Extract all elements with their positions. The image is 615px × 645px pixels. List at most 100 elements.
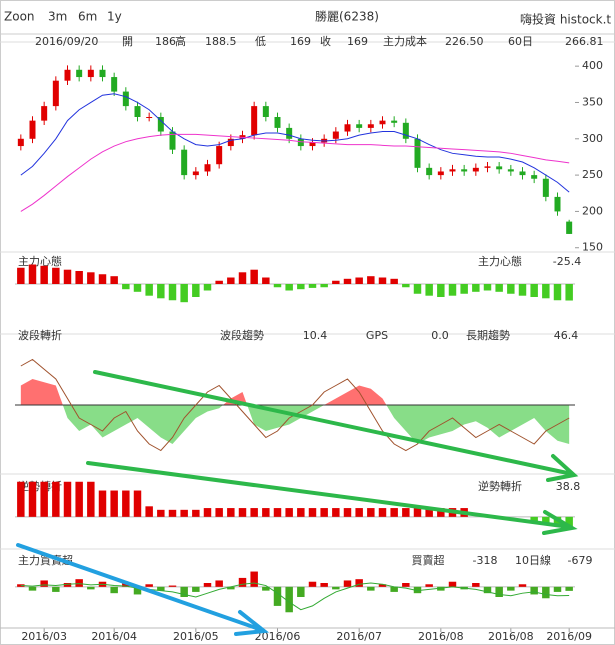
bar: [553, 586, 562, 592]
bar: [273, 508, 282, 517]
bar: [483, 586, 492, 594]
bar: [378, 508, 387, 517]
bar: [122, 583, 130, 587]
x-tick-label: 2016/05: [173, 630, 219, 643]
bar: [332, 280, 340, 284]
x-tick-label: 2016/07: [336, 630, 382, 643]
bar: [227, 508, 235, 517]
candle-body: [157, 117, 164, 132]
bar: [413, 586, 422, 594]
range-button[interactable]: 3m: [48, 10, 67, 24]
candle-body: [542, 178, 549, 197]
candle-body: [52, 80, 59, 107]
bar: [75, 481, 83, 517]
candle-body: [391, 120, 398, 123]
bar: [28, 481, 37, 517]
bar: [157, 509, 165, 517]
candle-body: [414, 138, 421, 168]
candle-body: [531, 175, 538, 179]
legend-value: 266.81: [565, 35, 604, 48]
bar: [145, 506, 153, 517]
x-tick-label: 2016/04: [91, 630, 137, 643]
bar: [168, 284, 177, 301]
bar: [472, 583, 480, 587]
zoom-label: Zoon: [4, 10, 35, 24]
candle-body: [344, 124, 351, 132]
candle-body: [87, 69, 94, 78]
bar: [565, 284, 573, 301]
bar: [63, 583, 72, 587]
bar: [168, 585, 177, 587]
candle-body: [461, 169, 468, 172]
bar: [367, 276, 375, 284]
bar: [460, 284, 468, 294]
bar: [542, 586, 550, 599]
bar: [133, 490, 142, 517]
candle-body: [286, 127, 293, 139]
annotation-arrow: [16, 543, 270, 636]
x-tick-label: 2016/09: [546, 630, 592, 643]
candle-body: [519, 171, 526, 176]
series-line: [20, 582, 570, 611]
bar: [308, 508, 317, 517]
bar: [98, 274, 107, 284]
stock-name: 勝麗(6238): [315, 9, 379, 24]
annotations: [16, 370, 579, 636]
panel-label: 0.0: [431, 329, 449, 342]
bar: [355, 579, 363, 587]
bar: [507, 284, 515, 294]
bar: [530, 284, 538, 297]
bar: [332, 586, 340, 590]
bar: [215, 580, 223, 587]
bar: [157, 284, 165, 299]
candle-body: [227, 138, 234, 147]
candle-body: [297, 138, 304, 147]
bar: [52, 586, 60, 592]
panel-title: 主力買賣超: [18, 553, 73, 567]
bar: [297, 508, 305, 517]
bar: [565, 516, 573, 528]
bar: [75, 271, 83, 284]
candle-body: [216, 146, 223, 165]
date-label: 2016/09/20: [35, 35, 98, 48]
panel-label: 38.8: [556, 480, 581, 493]
panel-label: 46.4: [554, 329, 579, 342]
bar: [87, 481, 95, 517]
ohlc-label: 收: [320, 34, 331, 48]
candle-body: [426, 167, 433, 176]
legend-value: -679: [568, 554, 593, 567]
candle-body: [169, 131, 176, 150]
bar: [437, 508, 445, 517]
bar: [87, 586, 95, 590]
bar: [402, 508, 410, 517]
bar: [402, 284, 410, 288]
range-button[interactable]: 6m: [78, 10, 97, 24]
ohlc-value: 188.5: [205, 35, 237, 48]
bar: [133, 586, 142, 595]
bar: [507, 586, 515, 591]
range-button[interactable]: 1y: [107, 10, 122, 24]
bar: [87, 272, 95, 284]
bar: [192, 509, 200, 517]
bar: [180, 284, 188, 303]
bar: [343, 508, 352, 517]
ohlc-value: 186: [155, 35, 176, 48]
bar: [355, 508, 363, 517]
series-line: [20, 93, 570, 193]
bar: [297, 284, 305, 290]
legend-name: 60日: [508, 35, 533, 48]
bar: [273, 586, 282, 606]
candle-body: [496, 166, 503, 170]
bar: [40, 265, 48, 284]
bar: [238, 508, 247, 517]
panel-title: 波段轉折: [18, 328, 62, 342]
x-tick-label: 2016/08: [488, 630, 534, 643]
bar: [413, 508, 422, 517]
x-tick-label: 2016/06: [255, 630, 301, 643]
panel-label: 逆勢轉折: [478, 479, 522, 493]
bar: [378, 277, 387, 284]
bar: [250, 508, 258, 517]
bar: [28, 264, 37, 284]
candle-body: [122, 91, 129, 107]
